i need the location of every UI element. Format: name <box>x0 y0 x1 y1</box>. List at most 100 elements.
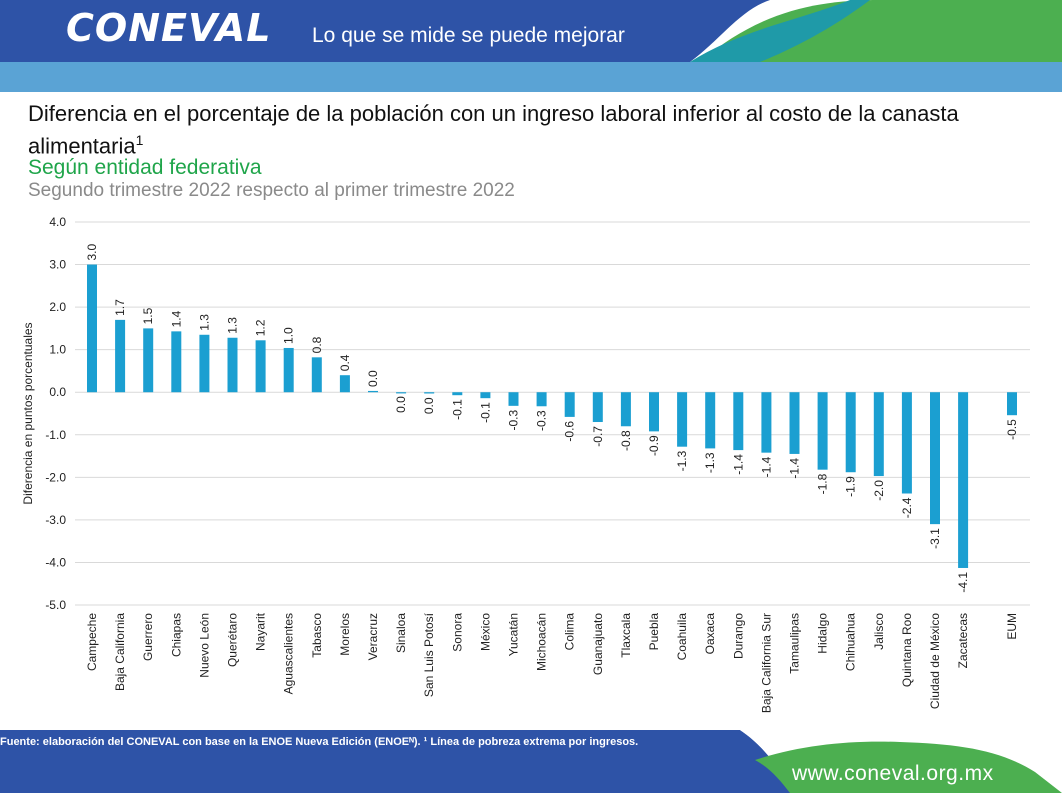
category-label: México <box>478 613 492 651</box>
bar <box>424 392 435 394</box>
data-label: -0.6 <box>563 421 577 442</box>
y-tick-label: 2.0 <box>49 300 66 314</box>
bar <box>339 375 350 393</box>
y-tick-label: 4.0 <box>49 215 66 229</box>
data-label: 1.3 <box>226 317 240 334</box>
category-label: Chihuahua <box>844 613 858 671</box>
data-label: -0.1 <box>478 402 492 423</box>
category-label: Yucatán <box>507 613 521 656</box>
category-label: Guerrero <box>141 613 155 661</box>
category-label: Morelos <box>338 613 352 656</box>
data-label: -1.8 <box>816 473 830 494</box>
data-label: -1.4 <box>788 458 802 479</box>
category-label: Veracruz <box>366 613 380 660</box>
data-label: -1.9 <box>844 476 858 497</box>
category-label: Coahuila <box>675 613 689 661</box>
y-tick-label: -5.0 <box>45 598 66 612</box>
data-label: 0.4 <box>338 354 352 371</box>
data-label: -1.4 <box>759 456 773 477</box>
bar <box>255 340 266 393</box>
y-tick-label: -2.0 <box>45 470 66 484</box>
data-label: -1.3 <box>675 450 689 471</box>
category-label: Sonora <box>450 613 464 652</box>
data-label: 0.0 <box>366 370 380 387</box>
bar <box>452 392 463 396</box>
bar <box>592 392 603 423</box>
category-label: Sinaloa <box>394 613 408 653</box>
data-label: 0.0 <box>394 396 408 413</box>
category-label: Baja California <box>113 613 127 691</box>
chart-title-footnote-mark: 1 <box>135 132 144 148</box>
bar <box>508 392 519 406</box>
category-label: Durango <box>731 613 745 659</box>
bar <box>171 331 182 393</box>
bar <box>845 392 856 473</box>
data-label: 1.2 <box>254 319 268 336</box>
data-label: -1.4 <box>731 454 745 475</box>
data-label: -0.8 <box>619 430 633 451</box>
bar <box>873 392 884 477</box>
category-label: Querétaro <box>226 613 240 667</box>
data-label: -0.3 <box>535 410 549 431</box>
y-tick-label: 3.0 <box>49 258 66 272</box>
category-label: Jalisco <box>872 613 886 650</box>
y-tick-label: -1.0 <box>45 428 66 442</box>
data-label: -2.4 <box>900 497 914 518</box>
y-tick-label: -3.0 <box>45 513 66 527</box>
category-label: Puebla <box>647 613 661 651</box>
bar <box>480 392 491 399</box>
bar <box>143 328 154 393</box>
y-tick-label: -4.0 <box>45 555 66 569</box>
bar <box>199 334 210 393</box>
footer-background <box>0 730 1062 793</box>
chart-title: Diferencia en el porcentaje de la poblac… <box>28 101 988 159</box>
data-label: 1.3 <box>197 314 211 331</box>
data-label: -1.3 <box>703 452 717 473</box>
bar <box>368 390 378 393</box>
bar <box>958 392 969 568</box>
data-label: 1.0 <box>282 327 296 344</box>
data-label: 1.5 <box>141 307 155 324</box>
category-label: Chiapas <box>169 613 183 657</box>
category-label: Campeche <box>85 613 99 671</box>
chart-title-text: Diferencia en el porcentaje de la poblac… <box>28 101 959 159</box>
category-label: Ciudad de México <box>928 613 942 709</box>
category-label: Tamaulipas <box>788 613 802 674</box>
bar <box>901 392 912 494</box>
category-label: San Luis Potosí <box>422 612 436 697</box>
bar <box>817 392 828 470</box>
bar <box>283 347 294 393</box>
chart-subtitle: Según entidad federativa <box>28 156 262 179</box>
website-link[interactable]: www.coneval.org.mx <box>792 762 994 785</box>
header-background <box>0 0 1062 92</box>
data-label: -0.5 <box>1005 419 1019 440</box>
category-label: Tabasco <box>310 613 324 658</box>
bar <box>227 337 238 393</box>
data-label: 1.4 <box>169 310 183 327</box>
header-banner: CONEVAL Lo que se mide se puede mejorar <box>0 0 1062 96</box>
coneval-logo[interactable]: CONEVAL <box>66 6 272 50</box>
bar <box>930 392 940 525</box>
category-label: Zacatecas <box>956 613 970 668</box>
bar <box>87 264 97 393</box>
source-note: Fuente: elaboración del CONEVAL con base… <box>0 736 639 748</box>
bar <box>311 357 322 393</box>
data-label: -0.9 <box>647 435 661 456</box>
bar <box>564 392 575 417</box>
bar <box>733 392 744 451</box>
category-label: Michoacán <box>535 613 549 671</box>
category-label: Aguascalientes <box>282 613 296 694</box>
data-label: -0.1 <box>450 399 464 420</box>
bar <box>115 319 126 393</box>
data-label: -0.3 <box>507 410 521 431</box>
bar-chart: 4.0 3.0 2.0 1.0 0.0 -1.0 -2.0 -3.0 -4.0 -5.0 Difer… <box>21 215 1030 713</box>
category-label: Oaxaca <box>703 613 717 655</box>
header-tagline: Lo que se mide se puede mejorar <box>312 24 625 47</box>
data-label: -3.1 <box>928 528 942 549</box>
data-label: 0.0 <box>422 397 436 414</box>
category-label: Baja California Sur <box>759 613 773 713</box>
category-label: Quintana Roo <box>900 613 914 687</box>
category-label: Guanajuato <box>591 613 605 675</box>
category-label: Tlaxcala <box>619 613 633 658</box>
category-label: Hidalgo <box>816 613 830 654</box>
